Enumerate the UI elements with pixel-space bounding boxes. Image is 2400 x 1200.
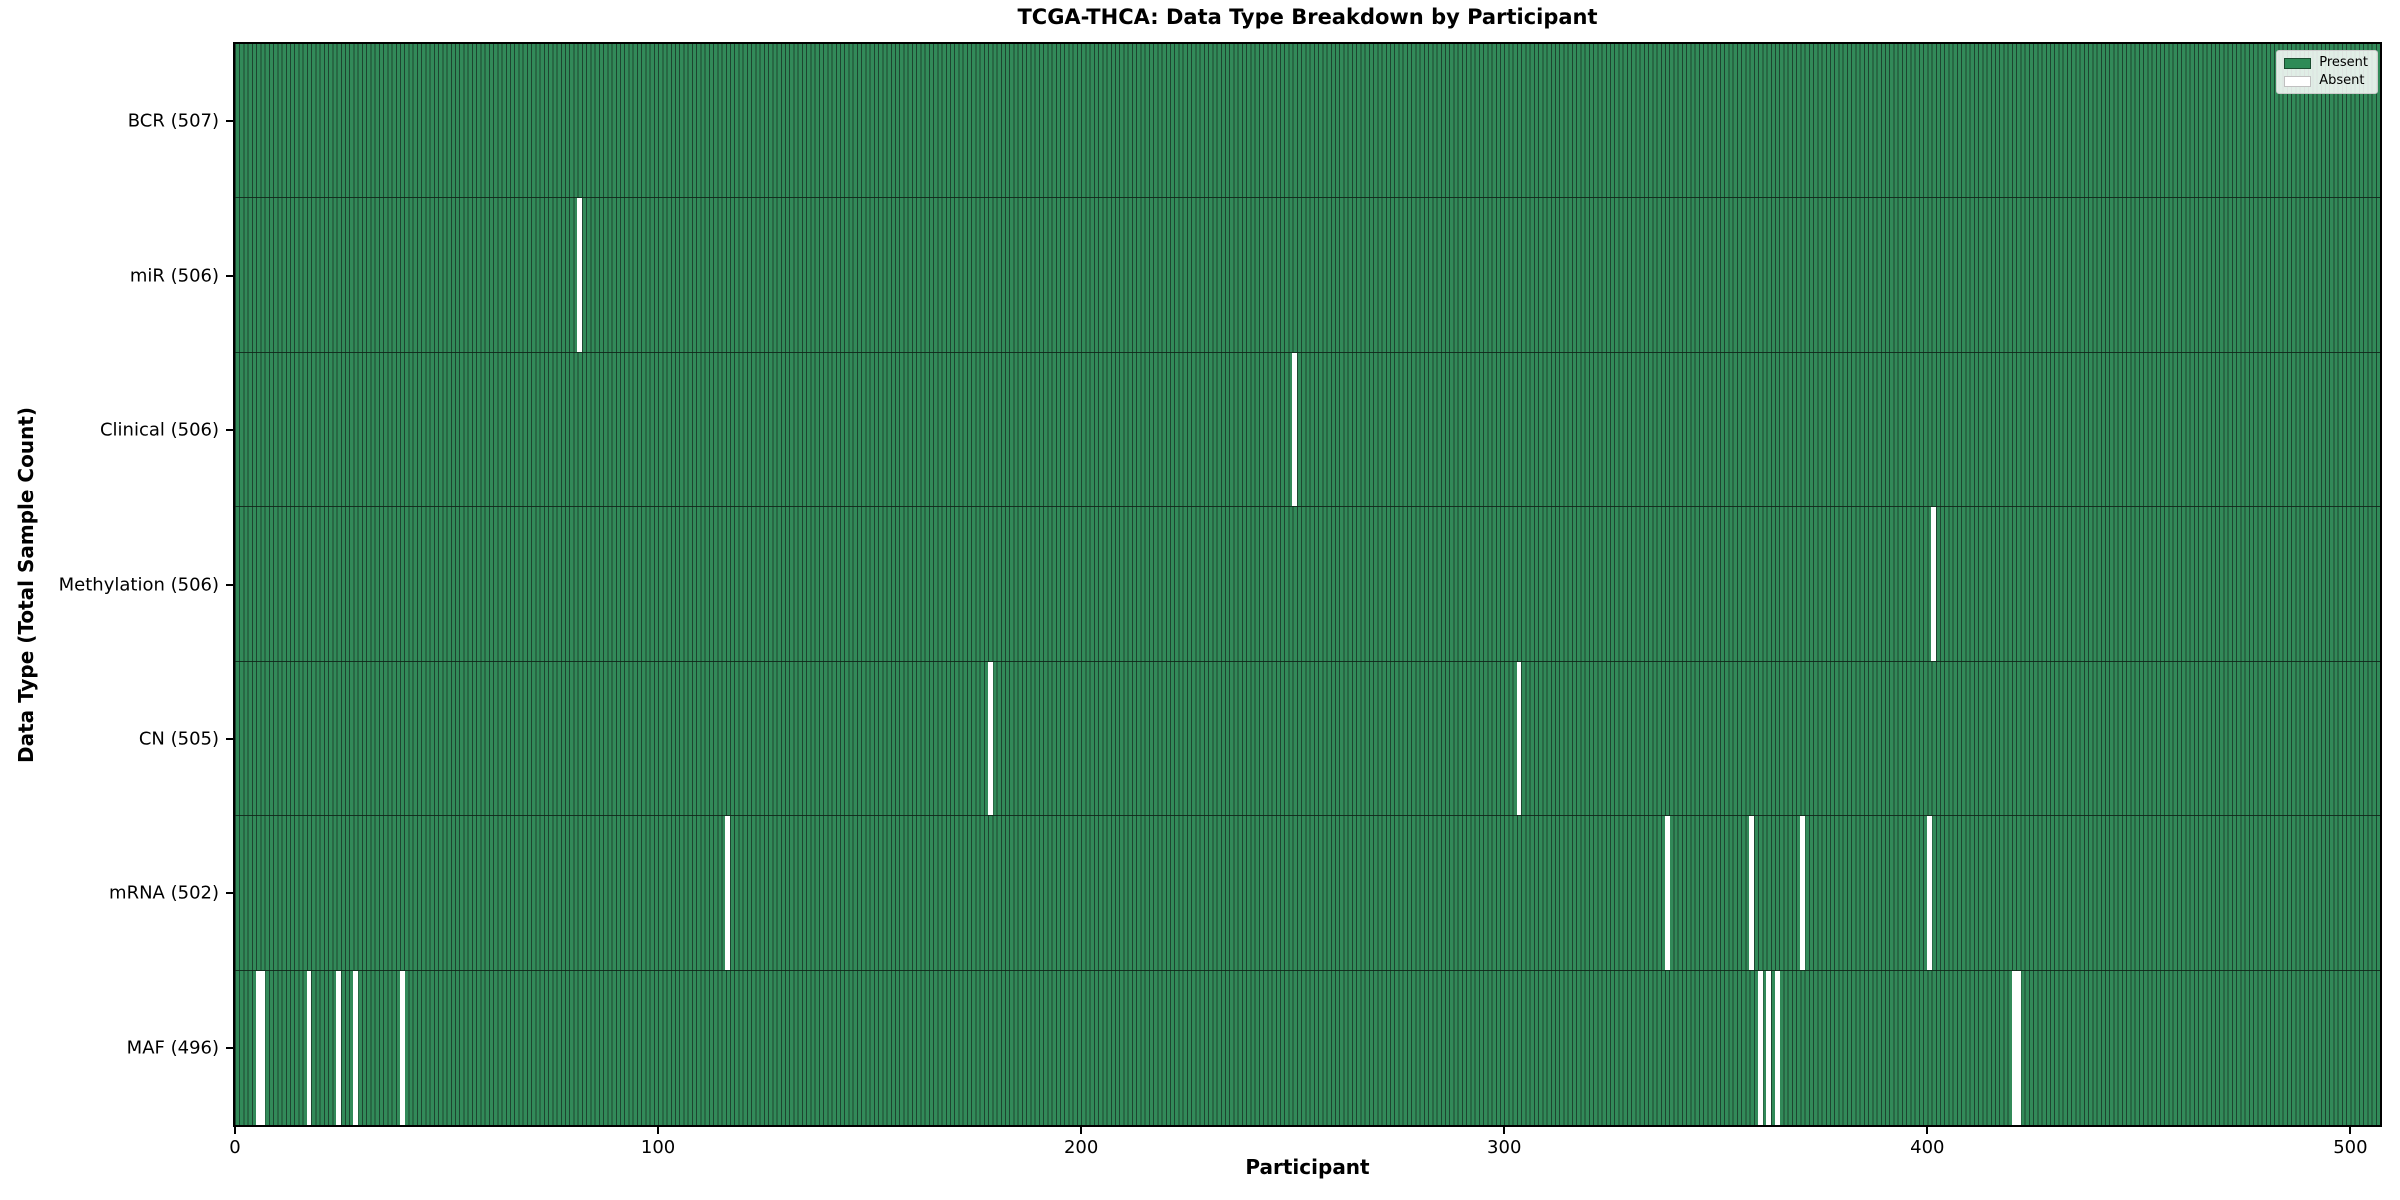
legend-swatch-absent bbox=[2284, 75, 2312, 87]
data-type-row-clinical bbox=[235, 352, 2380, 508]
y-axis-tick bbox=[226, 892, 233, 895]
data-type-row-mir bbox=[235, 198, 2380, 353]
x-tick-label: 400 bbox=[1910, 1137, 1945, 1158]
y-tick-label: BCR (507) bbox=[127, 110, 219, 132]
y-axis-tick bbox=[226, 1046, 233, 1049]
data-type-row-maf bbox=[235, 970, 2380, 1125]
x-axis-tick bbox=[1503, 1127, 1506, 1134]
x-tick-label: 500 bbox=[2333, 1137, 2368, 1158]
y-axis-tick bbox=[226, 274, 233, 277]
absent-gap bbox=[1927, 816, 1932, 970]
y-tick-label: Methylation (506) bbox=[58, 574, 219, 595]
y-tick-label: CN (505) bbox=[138, 728, 219, 750]
legend: Present Absent bbox=[2276, 50, 2378, 94]
y-tick-label: miR (506) bbox=[129, 265, 219, 287]
x-axis-tick bbox=[657, 1127, 660, 1134]
absent-gap bbox=[1664, 816, 1670, 970]
x-tick-label: 300 bbox=[1487, 1137, 1522, 1158]
y-axis-tick bbox=[226, 583, 233, 586]
legend-swatch-present bbox=[2284, 57, 2312, 69]
y-tick-label: Clinical (506) bbox=[99, 419, 219, 441]
x-tick-label: 0 bbox=[229, 1137, 241, 1158]
absent-gap bbox=[577, 198, 583, 352]
y-tick-label: MAF (496) bbox=[126, 1037, 219, 1059]
y-axis-tick bbox=[226, 120, 233, 123]
absent-gap bbox=[1800, 816, 1805, 970]
plot-area bbox=[233, 42, 2382, 1127]
absent-gap bbox=[987, 661, 993, 816]
absent-gap bbox=[1749, 816, 1755, 970]
absent-gap bbox=[255, 970, 261, 1125]
legend-label: Present bbox=[2319, 55, 2368, 70]
data-type-row-bcr bbox=[235, 44, 2380, 199]
absent-gap bbox=[725, 816, 731, 970]
y-axis-tick bbox=[226, 429, 233, 432]
absent-gap bbox=[2015, 970, 2021, 1125]
absent-gap bbox=[1516, 661, 1522, 816]
legend-label: Absent bbox=[2319, 73, 2365, 88]
x-axis-title: Participant bbox=[1245, 1155, 1370, 1179]
absent-gap bbox=[399, 970, 405, 1125]
absent-gap bbox=[1774, 970, 1780, 1125]
absent-gap bbox=[1766, 970, 1772, 1125]
absent-gap bbox=[1292, 352, 1298, 507]
legend-entry-absent: Absent bbox=[2284, 74, 2368, 88]
data-type-row-mrna bbox=[235, 816, 2380, 971]
absent-gap bbox=[2011, 970, 2017, 1125]
x-axis-tick bbox=[2349, 1127, 2352, 1134]
y-tick-label: mRNA (502) bbox=[109, 882, 219, 904]
chart-title: TCGA-THCA: Data Type Breakdown by Partic… bbox=[1017, 5, 1598, 29]
absent-gap bbox=[353, 970, 358, 1125]
absent-gap bbox=[336, 970, 342, 1125]
y-axis-tick bbox=[226, 737, 233, 740]
absent-gap bbox=[1931, 507, 1937, 661]
absent-gap bbox=[1757, 970, 1763, 1125]
x-tick-label: 100 bbox=[640, 1137, 676, 1158]
data-type-row-cn bbox=[235, 661, 2380, 817]
legend-entry-present: Present bbox=[2284, 56, 2368, 70]
x-axis-tick bbox=[234, 1127, 236, 1134]
x-axis-tick bbox=[1080, 1127, 1083, 1134]
x-tick-label: 200 bbox=[1063, 1137, 1099, 1158]
x-axis-tick bbox=[1926, 1127, 1929, 1134]
data-type-row-methylation bbox=[235, 507, 2380, 662]
absent-gap bbox=[260, 970, 265, 1125]
absent-gap bbox=[306, 970, 312, 1125]
